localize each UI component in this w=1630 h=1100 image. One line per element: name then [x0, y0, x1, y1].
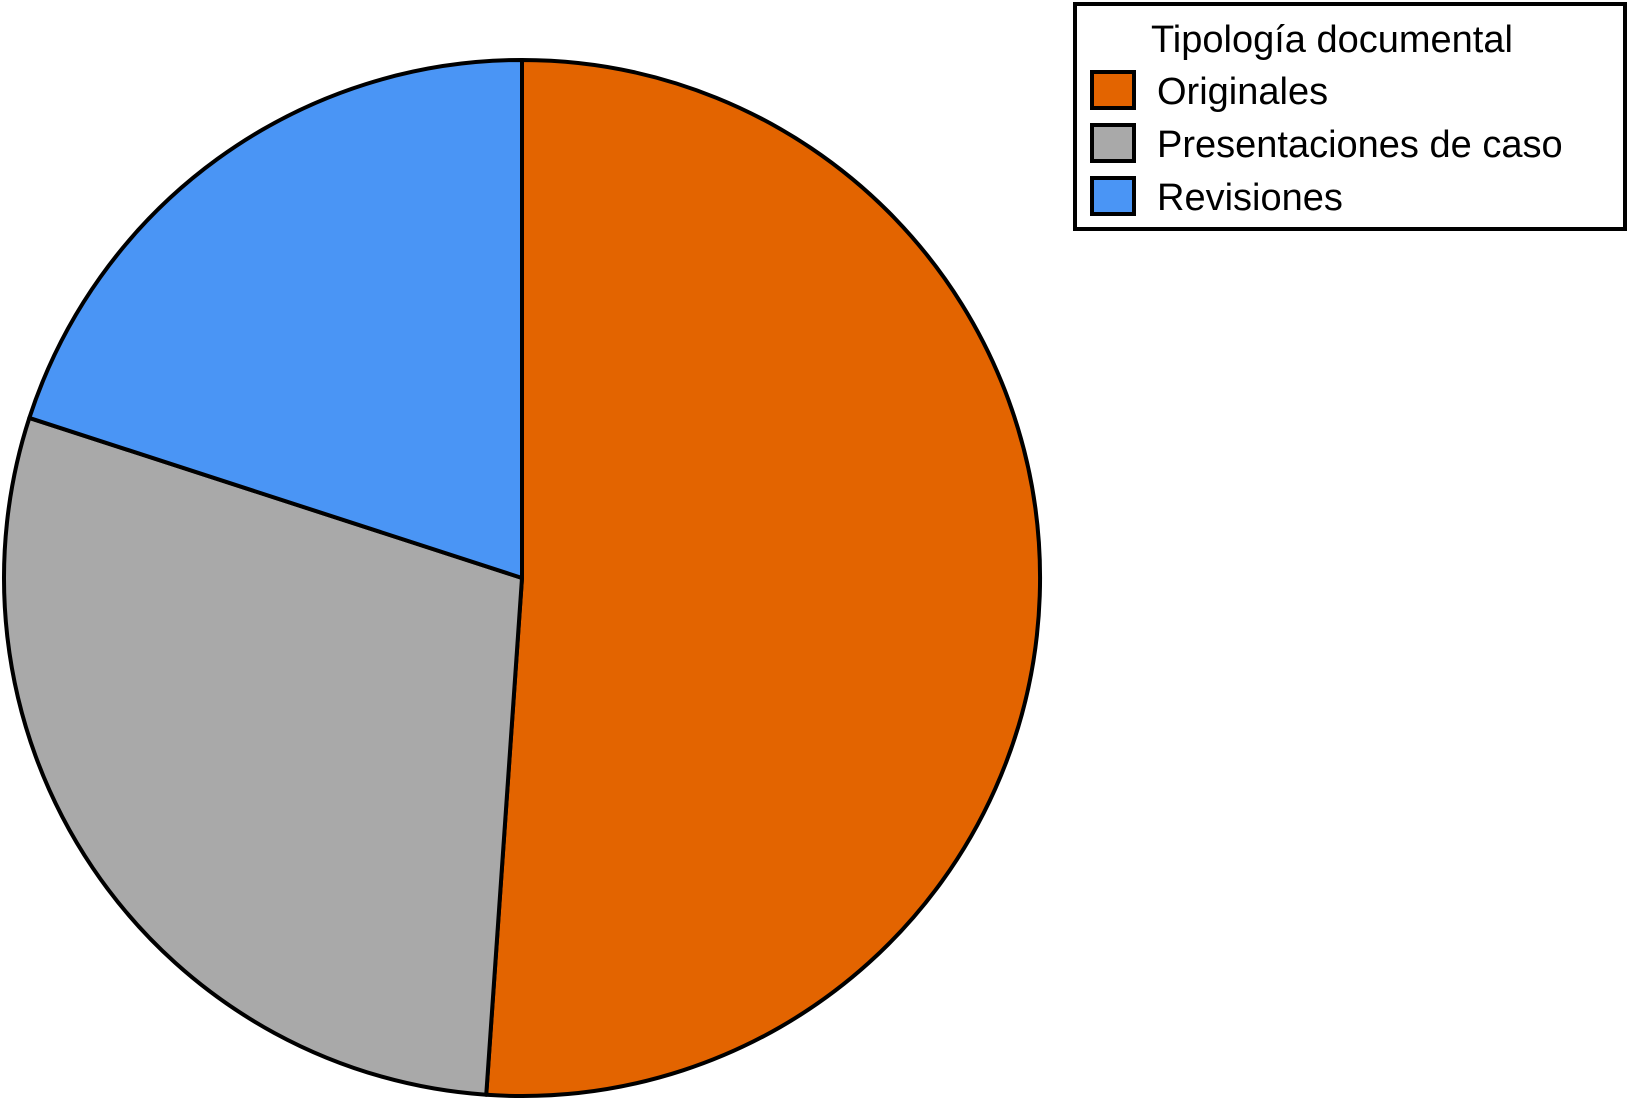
- pie-slice-revisiones: [27, 58, 524, 580]
- legend: Tipología documental Originales Presentac…: [1073, 2, 1627, 231]
- legend-label: Originales: [1157, 71, 1328, 113]
- legend-item: Revisiones: [1090, 176, 1343, 219]
- pie-slice-originales: [484, 58, 1043, 1098]
- legend-item: Originales: [1090, 70, 1328, 113]
- legend-label: Presentaciones de caso: [1157, 124, 1563, 166]
- pie-slices: [2, 58, 1043, 1098]
- legend-items: Originales Presentaciones de caso Revision…: [1090, 70, 1563, 219]
- legend-label: Revisiones: [1157, 177, 1343, 219]
- legend-swatch: [1090, 123, 1136, 163]
- legend-box: [1073, 2, 1627, 231]
- legend-swatch: [1090, 176, 1136, 216]
- pie-slice-presentaciones-de-caso: [2, 415, 524, 1097]
- legend-swatch: [1090, 70, 1136, 110]
- legend-item: Presentaciones de caso: [1090, 123, 1563, 166]
- legend-title: Tipología documental: [1151, 19, 1513, 61]
